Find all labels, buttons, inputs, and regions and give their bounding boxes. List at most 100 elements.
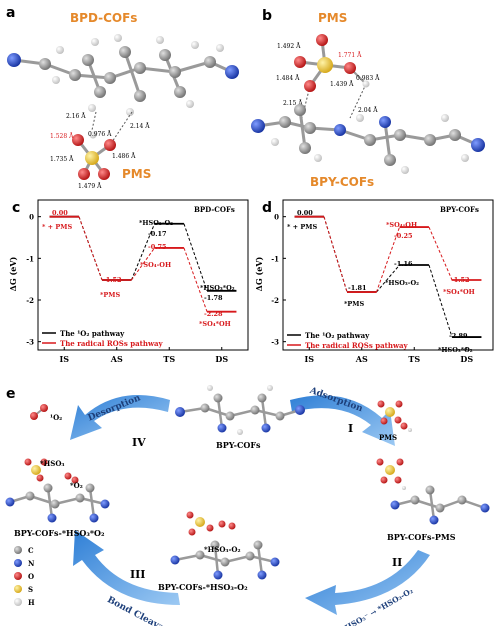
bond-a-5: 2.14 Å: [130, 122, 150, 130]
y-tick-label: -2: [26, 296, 34, 305]
state-left-label: BPY-COFs-*HSO₃*O₂: [14, 528, 105, 538]
chart-d-plot: [294, 215, 482, 338]
chart-c-xticks: IS AS TS DS: [59, 347, 228, 364]
legend-n: N: [28, 559, 35, 568]
energy-connector: [428, 264, 453, 338]
panel-letter-a: a: [6, 5, 15, 21]
legend-carbon-swatch: [14, 546, 22, 554]
d-ds-black-val: -2.89: [449, 332, 468, 340]
d-ds-red-name: *SO₄*OH: [443, 288, 475, 296]
y-tick-label: -1: [26, 254, 34, 263]
roman-i: I: [348, 422, 353, 435]
energy-connector: [183, 247, 208, 312]
panel-d: d BPY-COFs ΔG (eV) 0 -1 -2 -3 IS AS TS DS 0.00…: [254, 199, 494, 364]
x-tick-label: TS: [408, 354, 420, 364]
roman-iii: III: [130, 568, 145, 581]
c-ds-red-name: *SO₄*OH: [199, 320, 231, 328]
c-ts-black-name: *HSO₃-O₂: [139, 219, 173, 227]
chart-c-plot: [49, 215, 237, 313]
panel-letter-b: b: [262, 8, 272, 24]
chart-d-state-labels: 0.00 * + PMS -1.81 *PMS *SO₄-OH -0.25 -1…: [287, 209, 475, 354]
pms-label: PMS: [379, 433, 397, 442]
x-tick-label: DS: [460, 354, 473, 364]
state-left-molecule: [5, 458, 110, 523]
bpy-cof-atoms-b: [251, 104, 485, 174]
bpd-cof-atoms: [7, 34, 239, 116]
d-ts-black-val: -1.16: [394, 260, 413, 268]
d-legend-0: The ¹O₂ pathway: [305, 331, 370, 340]
singlet-oxygen: [30, 404, 48, 420]
energy-connector: [183, 223, 208, 291]
energy-connector: [131, 247, 155, 281]
left-tag-o2: *O₂: [70, 481, 83, 490]
top-cof-label: BPY-COFs: [216, 440, 261, 450]
chart-c-legend: The ¹O₂ pathway The radical ROSs pathway: [42, 329, 164, 348]
y-tick-label: -2: [271, 296, 279, 305]
y-tick-label: 0: [274, 213, 279, 222]
bond-cleavage-arrow: [73, 530, 180, 605]
state-bottom-molecule: [170, 511, 280, 580]
legend-c: C: [28, 546, 34, 555]
d-as-name: *PMS: [344, 300, 364, 308]
bond-b-3: 1.439 Å: [330, 80, 354, 88]
legend-h: H: [28, 598, 35, 607]
c-ds-red-val: -2.28: [204, 310, 223, 318]
pms-small: [377, 400, 412, 432]
desorption-arrow: [70, 395, 170, 440]
chart-c-ylabel: ΔG (eV): [8, 256, 18, 291]
panel-letter-d: d: [262, 200, 272, 216]
c-legend-1: The radical ROSs pathway: [60, 339, 164, 348]
d-ts-red-val: -0.25: [394, 232, 413, 240]
state-right-molecule: [376, 458, 490, 525]
legend-s: S: [28, 585, 33, 594]
c-ds-black-name: *HSO₃*O₂: [200, 284, 235, 292]
c-is-name: * + PMS: [42, 223, 72, 231]
atom-legend: C N O S H: [14, 546, 35, 607]
bond-b-6: 2.04 Å: [358, 106, 378, 114]
energy-connector: [428, 226, 453, 281]
x-tick-label: TS: [163, 354, 175, 364]
bond-a-3: 1.735 Å: [50, 155, 74, 163]
pms-molecule-b: [294, 34, 370, 119]
c-as-val: -1.52: [103, 276, 122, 284]
y-tick-label: -3: [271, 338, 279, 347]
panel-b-cof-label: BPY-COFs: [310, 175, 374, 189]
c-ts-black-val: -0.17: [148, 230, 167, 238]
x-tick-label: AS: [110, 354, 123, 364]
singlet-label: ¹O₂: [50, 413, 62, 422]
bpy-cof-top: [175, 385, 305, 435]
c-ts-red-val: -0.75: [148, 243, 167, 251]
chart-d-ylabel: ΔG (eV): [254, 256, 264, 291]
chart-c-yticks: 0 -1 -2 -3: [26, 213, 41, 347]
bond-a-4: 1.486 Å: [112, 152, 136, 160]
pms-molecule-a: [72, 111, 133, 180]
x-tick-label: IS: [59, 354, 69, 364]
c-as-name: *PMS: [100, 291, 120, 299]
bond-b-1: 1.771 Å: [338, 51, 362, 59]
chart-d-xticks: IS AS TS DS: [304, 347, 473, 364]
panel-letter-e: e: [6, 386, 16, 402]
panel-a: a BPD-COFs: [6, 5, 239, 190]
legend-nitrogen-swatch: [14, 559, 22, 567]
c-legend-0: The ¹O₂ pathway: [60, 329, 125, 338]
d-ts-black-name: *HSO₃-O₂: [385, 279, 419, 287]
chart-d-title: BPY-COFs: [440, 205, 479, 214]
legend-oxygen-swatch: [14, 572, 22, 580]
d-ts-red-name: *SO₄-OH: [386, 221, 417, 229]
roman-ii: II: [392, 556, 402, 569]
bond-b-5: 2.15 Å: [283, 99, 303, 107]
chart-d-legend: The ¹O₂ pathway The radical ROSs pathway: [287, 331, 409, 350]
panel-a-pms-label: PMS: [122, 167, 151, 181]
panel-letter-c: c: [12, 200, 20, 216]
state-right-label: BPY-COFs-PMS: [387, 532, 456, 542]
plot-frame-c: [37, 199, 249, 351]
energy-connector: [323, 216, 348, 293]
c-is-val: 0.00: [52, 209, 68, 217]
x-tick-label: DS: [215, 354, 228, 364]
panel-e: e Desorption Adsorption HSO₅⁻ → *HSO₃-O₂…: [5, 385, 490, 626]
energy-connector: [78, 216, 103, 281]
energy-connector: [130, 223, 156, 281]
panel-a-title: BPD-COFs: [70, 11, 137, 25]
plot-frame-d: [282, 199, 494, 351]
d-is-name: * + PMS: [287, 223, 317, 231]
